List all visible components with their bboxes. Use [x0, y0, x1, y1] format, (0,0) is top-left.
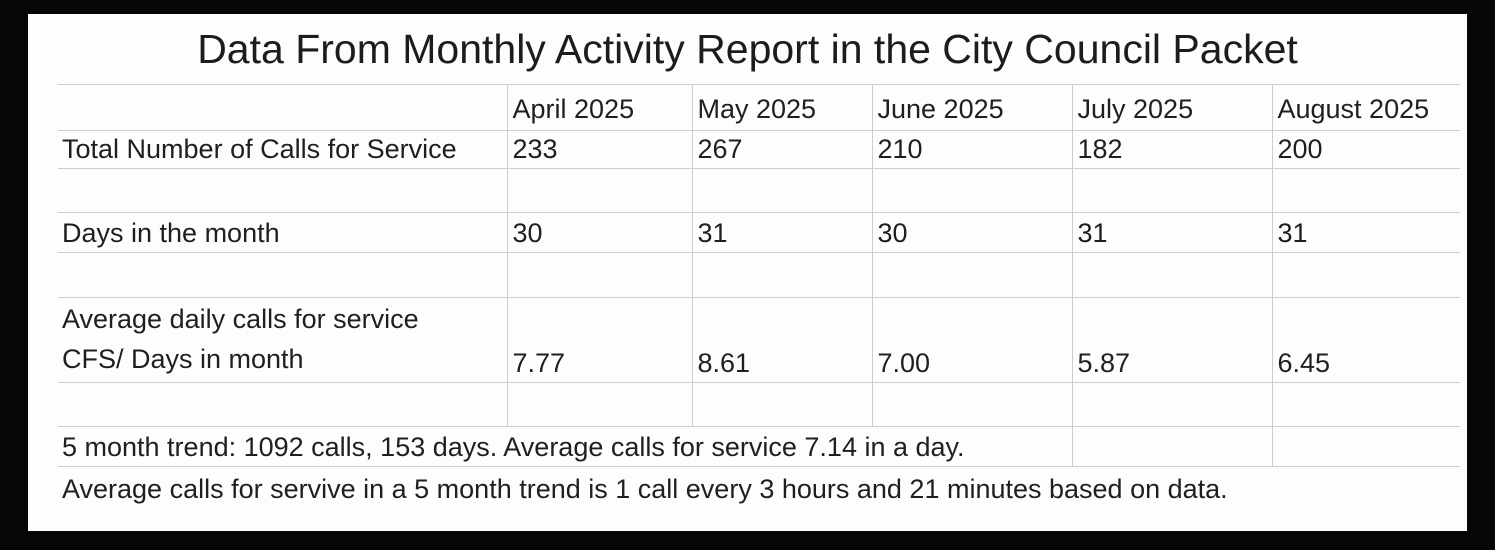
empty-cell — [871, 382, 1073, 427]
table-row-footer-note: Average calls for servive in a 5 month t… — [58, 467, 1460, 512]
empty-cell — [58, 382, 508, 427]
header-row: April 2025 May 2025 June 2025 July 2025 … — [58, 84, 1460, 131]
cell-value: 233 — [506, 130, 693, 169]
corner-cell — [58, 84, 508, 131]
empty-cell — [1071, 382, 1273, 427]
cell-value: 200 — [1271, 130, 1460, 169]
cell-value: 7.77 — [506, 297, 693, 383]
footer-note: Average calls for servive in a 5 month t… — [62, 474, 1228, 504]
column-header-july: July 2025 — [1071, 84, 1273, 131]
row-label: Total Number of Calls for Service — [58, 130, 508, 169]
cell-value: 8.61 — [691, 297, 873, 383]
table-row-average-daily-calls: Average daily calls for service CFS/ Day… — [58, 297, 1460, 383]
empty-cell — [506, 382, 693, 427]
cell-value: 182 — [1071, 130, 1273, 169]
empty-cell — [58, 168, 508, 213]
column-header-june: June 2025 — [871, 84, 1073, 131]
empty-cell — [1071, 252, 1273, 298]
cell-value: 31 — [1271, 212, 1460, 253]
empty-cell — [1271, 252, 1460, 298]
spacer-row — [58, 168, 1460, 213]
table-row-days-in-month: Days in the month 30 31 30 31 31 — [58, 212, 1460, 253]
report-title: Data From Monthly Activity Report in the… — [197, 25, 1298, 72]
cell-value: 30 — [506, 212, 693, 253]
column-header-may: May 2025 — [691, 84, 873, 131]
cell-value: 7.00 — [871, 297, 1073, 383]
empty-cell — [691, 168, 873, 213]
empty-cell — [691, 252, 873, 298]
empty-cell — [1071, 168, 1273, 213]
column-header-april: April 2025 — [506, 84, 693, 131]
empty-cell — [1071, 426, 1273, 467]
row-label-line-1: Average daily calls for service — [62, 304, 419, 334]
cell-value: 267 — [691, 130, 873, 169]
empty-cell — [506, 252, 693, 298]
empty-cell — [1271, 168, 1460, 213]
cell-value: 210 — [871, 130, 1073, 169]
cell-value: 31 — [1071, 212, 1273, 253]
cell-value: 5.87 — [1071, 297, 1273, 383]
table-row-total-calls: Total Number of Calls for Service 233 26… — [58, 130, 1460, 169]
cell-value: 31 — [691, 212, 873, 253]
empty-cell — [691, 382, 873, 427]
spacer-row — [58, 252, 1460, 298]
empty-cell — [871, 168, 1073, 213]
empty-cell — [1271, 426, 1460, 467]
row-label: Average daily calls for service CFS/ Day… — [58, 297, 508, 383]
row-label: Days in the month — [58, 212, 508, 253]
row-label-line-2: CFS/ Days in month — [62, 344, 304, 374]
empty-cell — [506, 168, 693, 213]
cell-value: 30 — [871, 212, 1073, 253]
empty-cell — [58, 252, 508, 298]
spacer-row — [58, 382, 1460, 427]
column-header-august: August 2025 — [1271, 84, 1460, 131]
empty-cell — [871, 252, 1073, 298]
empty-cell — [1271, 382, 1460, 427]
trend-note: 5 month trend: 1092 calls, 153 days. Ave… — [58, 426, 1073, 467]
activity-table: April 2025 May 2025 June 2025 July 2025 … — [58, 84, 1460, 511]
cell-value: 6.45 — [1271, 297, 1460, 383]
table-row-trend-summary: 5 month trend: 1092 calls, 153 days. Ave… — [58, 426, 1460, 467]
report-sheet: Data From Monthly Activity Report in the… — [28, 14, 1467, 531]
